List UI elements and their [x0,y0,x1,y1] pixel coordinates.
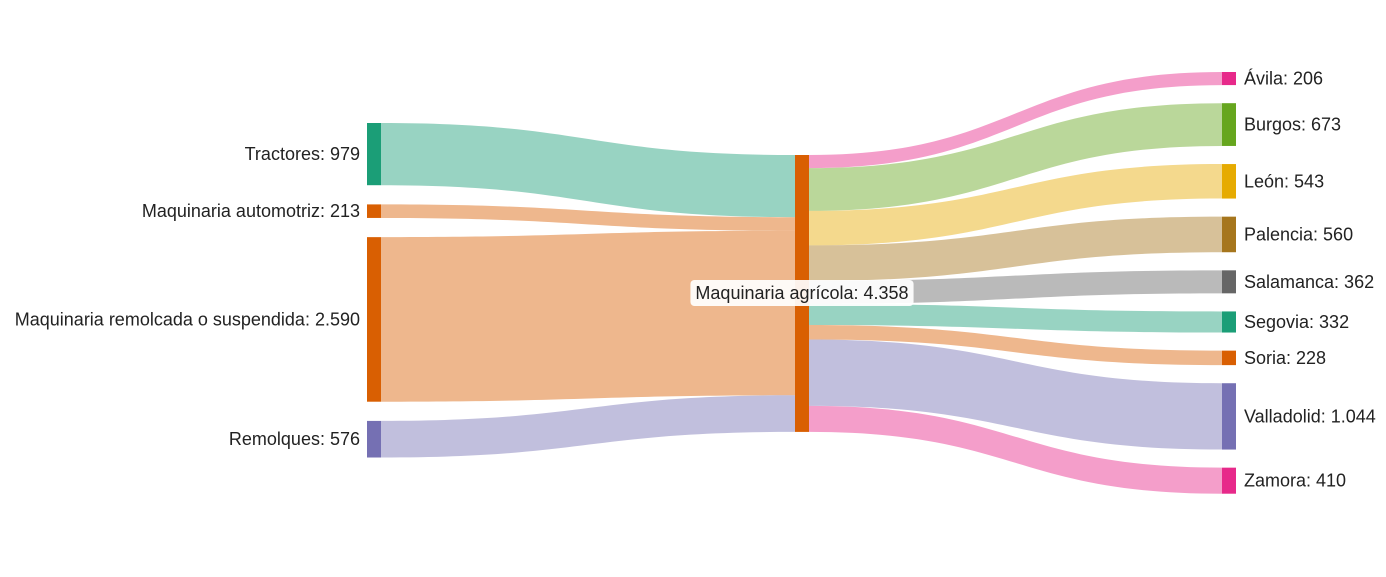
node-remolques[interactable] [367,420,381,458]
label-tractores: Tractores: 979 [245,144,360,164]
link-maquinaria-agricola-to-burgos[interactable] [809,103,1222,211]
link-tractores-to-maquinaria-agricola[interactable] [381,123,795,218]
node-leon[interactable] [1222,164,1236,199]
label-valladolid: Valladolid: 1.044 [1244,406,1376,426]
link-maquinaria-agricola-to-zamora[interactable] [809,405,1222,494]
node-zamora[interactable] [1222,467,1236,494]
label-salamanca: Salamanca: 362 [1244,272,1374,292]
link-remolques-to-maquinaria-agricola[interactable] [381,395,795,458]
center-label-group: Maquinaria agrícola: 4.358 [690,280,914,306]
node-maquinaria-remolcada-o-suspendida[interactable] [367,237,381,402]
link-maquinaria-agricola-to-avila[interactable] [809,72,1222,169]
node-segovia[interactable] [1222,311,1236,333]
link-maquinaria-agricola-to-leon[interactable] [809,164,1222,246]
link-maquinaria-remolcada-o-suspendida-to-maquinaria-agricola[interactable] [381,230,795,402]
label-leon: León: 543 [1244,171,1324,191]
links-layer [381,72,1222,494]
link-maquinaria-agricola-to-soria[interactable] [809,325,1222,366]
label-palencia: Palencia: 560 [1244,224,1353,244]
node-burgos[interactable] [1222,103,1236,146]
node-valladolid[interactable] [1222,383,1236,450]
link-maquinaria-automotriz-to-maquinaria-agricola[interactable] [381,204,795,231]
label-soria: Soria: 228 [1244,348,1326,368]
node-avila[interactable] [1222,72,1236,86]
labels-layer: Tractores: 979 Maquinaria automotriz: 213… [15,69,1376,491]
center-label-background [690,280,914,306]
label-segovia: Segovia: 332 [1244,312,1349,332]
label-maquinaria-agricola: Maquinaria agrícola: 4.358 [695,283,908,303]
node-tractores[interactable] [367,123,381,186]
label-zamora: Zamora: 410 [1244,471,1346,491]
node-soria[interactable] [1222,350,1236,366]
link-maquinaria-agricola-to-palencia[interactable] [809,216,1222,281]
label-maquinaria-automotriz: Maquinaria automotriz: 213 [142,201,360,221]
node-palencia[interactable] [1222,216,1236,253]
link-maquinaria-agricola-to-segovia[interactable] [809,303,1222,333]
label-burgos: Burgos: 673 [1244,115,1341,135]
label-remolques: Remolques: 576 [229,429,360,449]
label-maquinaria-remolcada-o-suspendida: Maquinaria remolcada o suspendida: 2.590 [15,309,360,329]
label-avila: Ávila: 206 [1244,69,1323,89]
node-maquinaria-automotriz[interactable] [367,204,381,218]
nodes-layer [367,72,1236,494]
link-maquinaria-agricola-to-valladolid[interactable] [809,339,1222,450]
node-salamanca[interactable] [1222,270,1236,294]
